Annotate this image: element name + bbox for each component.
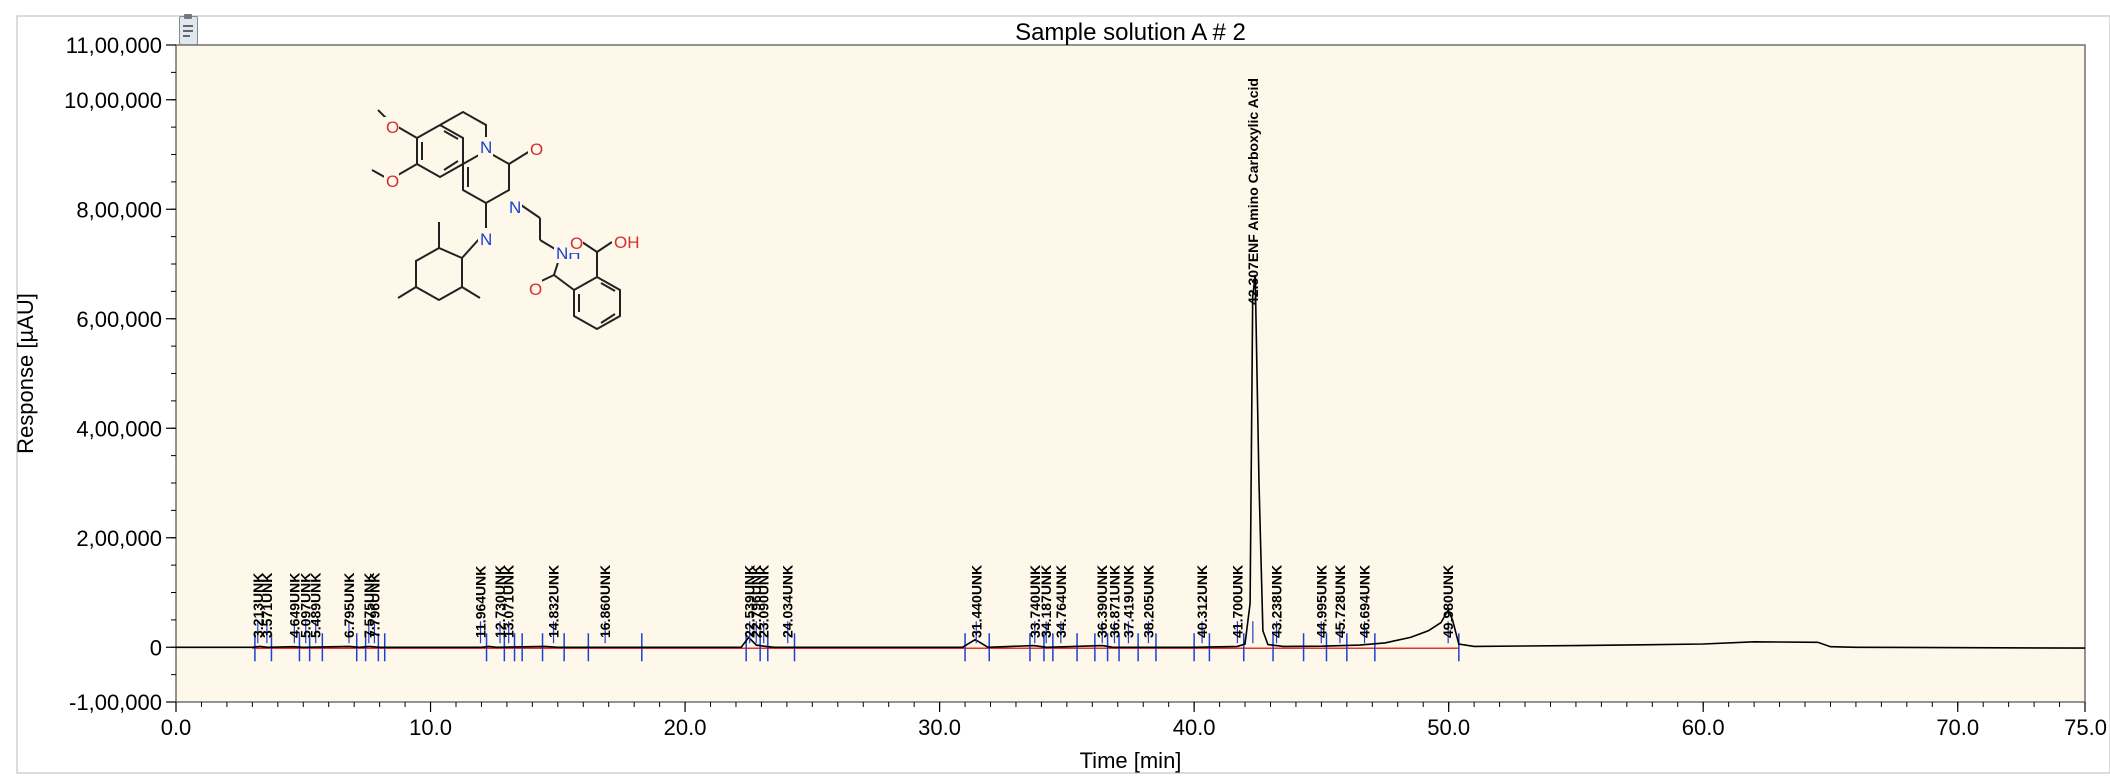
atom-bg [568, 233, 583, 253]
peak-label: 22.539UNK [742, 565, 758, 638]
x-tick-label: 30.0 [918, 715, 961, 740]
peak-label: 11.964UNK [473, 566, 489, 638]
peak-label: 42.307ENF Amino Carboxylic Acid [1245, 78, 1261, 305]
peak-label: 7.575UNK [361, 573, 377, 638]
peak-label: 37.419UNK [1120, 565, 1136, 638]
x-axis-title: Time [min] [1080, 748, 1182, 773]
peak-label: 31.440UNK [968, 565, 984, 638]
atom-bg [478, 137, 493, 157]
structure-atom: O [570, 234, 583, 253]
peak-label: 34.764UNK [1053, 565, 1069, 638]
structure-atom: OH [614, 233, 640, 252]
y-tick-label: 6,00,000 [76, 307, 162, 332]
peak-label: 36.390UNK [1094, 565, 1110, 638]
pyrimidinone-ring [462, 150, 510, 205]
peak-label: 44.995UNK [1313, 565, 1329, 638]
x-tick-label: 0.0 [161, 715, 192, 740]
y-tick-label: 8,00,000 [76, 197, 162, 222]
structure-atom: O [529, 280, 542, 299]
x-tick-label: 70.0 [1936, 715, 1979, 740]
peak-label: 34.187UNK [1038, 565, 1054, 638]
outer-frame [16, 15, 2110, 774]
peak-label: 12.730UNK [492, 565, 508, 638]
x-tick-label: 40.0 [1173, 715, 1216, 740]
peak-label: 13.071UNK [501, 565, 517, 638]
x-tick-label: 75.0 [2064, 715, 2107, 740]
chart-marks [176, 274, 2086, 662]
atom-bg [478, 229, 493, 249]
peak-label: 5.097UNK [298, 573, 314, 638]
x-tick-label: 20.0 [664, 715, 707, 740]
atom-bg [527, 279, 542, 299]
peak-label: 41.700UNK [1229, 565, 1245, 638]
peak-label: 40.312UNK [1194, 565, 1210, 638]
y-tick-label: 4,00,000 [76, 416, 162, 441]
y-axis-title: Response [µAU] [13, 293, 38, 454]
structure-atom: N [480, 138, 492, 157]
atom-bg [528, 139, 543, 159]
structure-atom: O [386, 118, 399, 137]
peak-label: 4.649UNK [286, 573, 302, 638]
peak-label: 36.871UNK [1107, 565, 1123, 638]
peak-label: 24.034UNK [780, 565, 796, 638]
y-tick-label: -1,00,000 [69, 690, 162, 715]
peak-label: 3.213UNK [250, 573, 266, 638]
atom-bg [384, 171, 399, 191]
peak-label: 23.090UNK [756, 565, 772, 638]
structure-atom: O [386, 172, 399, 191]
atom-bg [384, 117, 399, 137]
peak-label: 45.728UNK [1332, 565, 1348, 638]
peak-label: 14.832UNK [546, 565, 562, 638]
peak-label: 46.694UNK [1357, 565, 1373, 638]
y-tick-label: 10,00,000 [64, 88, 162, 113]
atom-bg [612, 232, 638, 252]
peak-label: 38.205UNK [1140, 565, 1156, 638]
peak-label: 5.489UNK [308, 573, 324, 638]
peak-labels: Sample solution A # 2 -1,00,000 0 2,00,000 4… [13, 19, 2107, 773]
axis-ticks [16, 15, 2110, 774]
y-tick-label: 11,00,000 [66, 33, 162, 58]
structure-atom: O [530, 140, 543, 159]
peak-label: 49.980UNK [1440, 565, 1456, 638]
peak-label: 16.860UNK [597, 565, 613, 638]
peak-label: 7.796UNK [366, 573, 382, 638]
chart-title: Sample solution A # 2 [1015, 19, 1246, 46]
peak-label: 22.796UNK [748, 565, 764, 638]
atom-bg [507, 197, 522, 217]
peak-label: 6.795UNK [341, 573, 357, 638]
x-tick-label: 10.0 [409, 715, 452, 740]
y-tick-label: 2,00,000 [76, 526, 162, 551]
peak-label: 3.571UNK [259, 573, 275, 638]
chromatogram-trace [176, 274, 2086, 649]
structure-atom: N [480, 230, 492, 249]
y-tick-label: 0 [150, 635, 162, 660]
clipboard-icon [179, 14, 198, 45]
peak-label: 43.238UNK [1269, 565, 1285, 638]
structure-atom: N [509, 198, 521, 217]
peak-label: 33.740UNK [1027, 565, 1043, 638]
x-tick-label: 50.0 [1427, 715, 1470, 740]
x-tick-label: 60.0 [1682, 715, 1725, 740]
